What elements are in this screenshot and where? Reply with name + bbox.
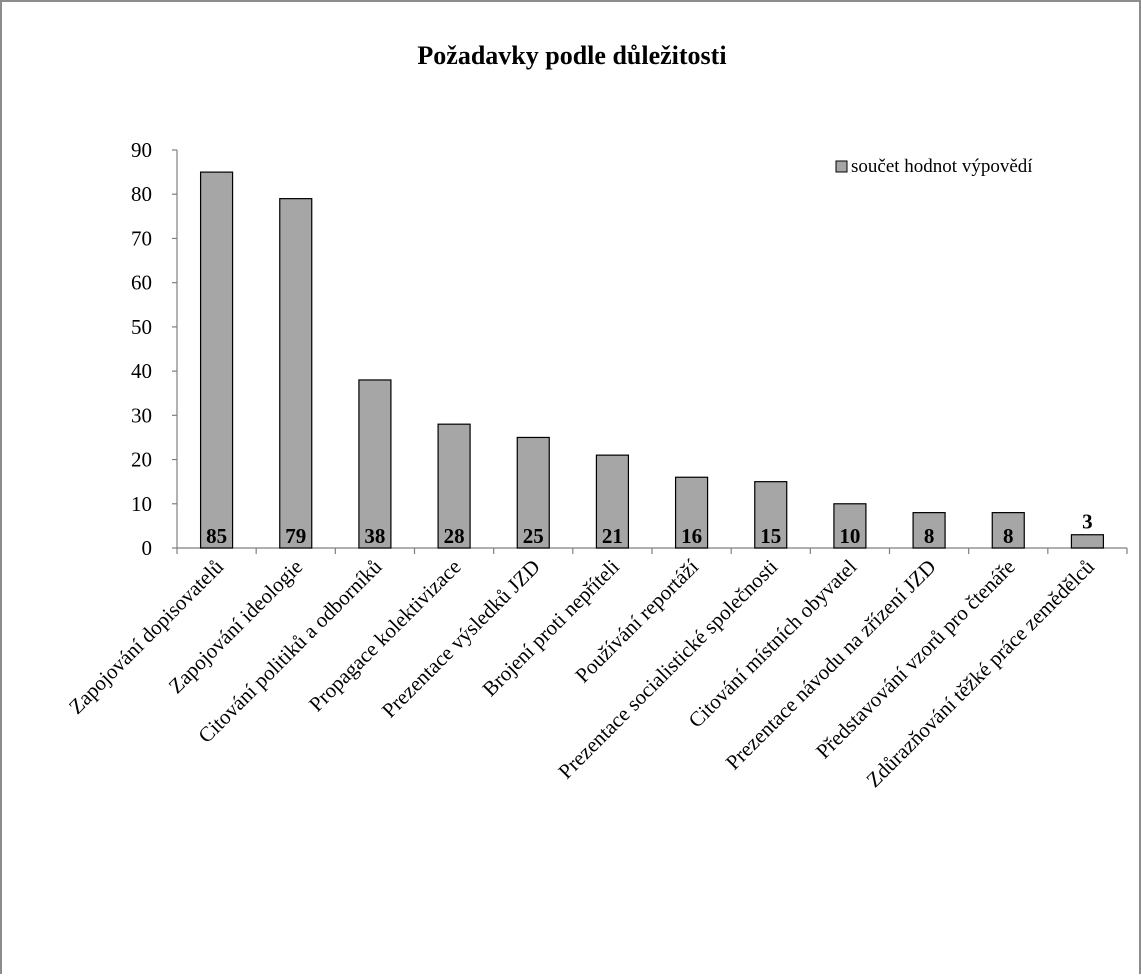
data-label: 8 — [924, 524, 935, 548]
y-tick-label: 0 — [142, 536, 153, 560]
x-tick-label: Propagace kolektivizace — [304, 555, 466, 717]
data-label: 3 — [1082, 510, 1093, 534]
axes — [176, 150, 1128, 554]
y-tick-label: 30 — [131, 403, 152, 427]
bars — [199, 171, 1105, 549]
legend: součet hodnot výpovědí — [835, 156, 1033, 177]
data-label: 85 — [206, 524, 227, 548]
bar — [674, 476, 709, 549]
bar — [595, 454, 630, 549]
data-label: 8 — [1003, 524, 1014, 548]
bar — [991, 512, 1025, 549]
chart-title: Požadavky podle důležitosti — [417, 41, 726, 70]
legend-label: součet hodnot výpovědí — [851, 156, 1033, 177]
data-label: 25 — [523, 524, 544, 548]
data-label: 16 — [681, 524, 702, 548]
y-tick-label: 50 — [131, 315, 152, 339]
data-label: 38 — [364, 524, 385, 548]
data-label: 21 — [602, 524, 623, 548]
data-label: 15 — [760, 524, 781, 548]
bar — [358, 379, 392, 549]
x-tick-label: Zapojování dopisovatelů — [64, 554, 229, 719]
y-tick-label: 90 — [131, 138, 152, 162]
y-tick-label: 70 — [131, 226, 152, 250]
x-tick-label: Prezentace výsledků JZD — [377, 555, 545, 723]
y-axis-ticks: 0 10 20 30 40 50 60 70 80 90 — [131, 138, 177, 560]
data-label: 28 — [444, 524, 465, 548]
x-tick-label: Zapojování ideologie — [164, 555, 308, 699]
bar — [833, 503, 867, 549]
data-label: 79 — [285, 524, 306, 548]
y-tick-label: 60 — [131, 271, 152, 295]
bar — [912, 512, 946, 549]
bar — [1070, 534, 1105, 549]
value-labels: 85 79 38 28 25 21 16 15 10 8 8 3 — [206, 510, 1093, 548]
y-tick-label: 10 — [131, 492, 152, 516]
y-tick-label: 20 — [131, 448, 152, 472]
bar — [199, 171, 234, 549]
bar — [516, 436, 550, 549]
legend-swatch — [835, 160, 848, 173]
bar — [279, 198, 313, 549]
data-label: 10 — [839, 524, 860, 548]
y-tick-label: 80 — [131, 182, 152, 206]
bar — [754, 481, 788, 549]
bar — [437, 423, 471, 549]
x-tick-label: Brojení proti nepříteli — [477, 554, 624, 701]
y-tick-label: 40 — [131, 359, 152, 383]
